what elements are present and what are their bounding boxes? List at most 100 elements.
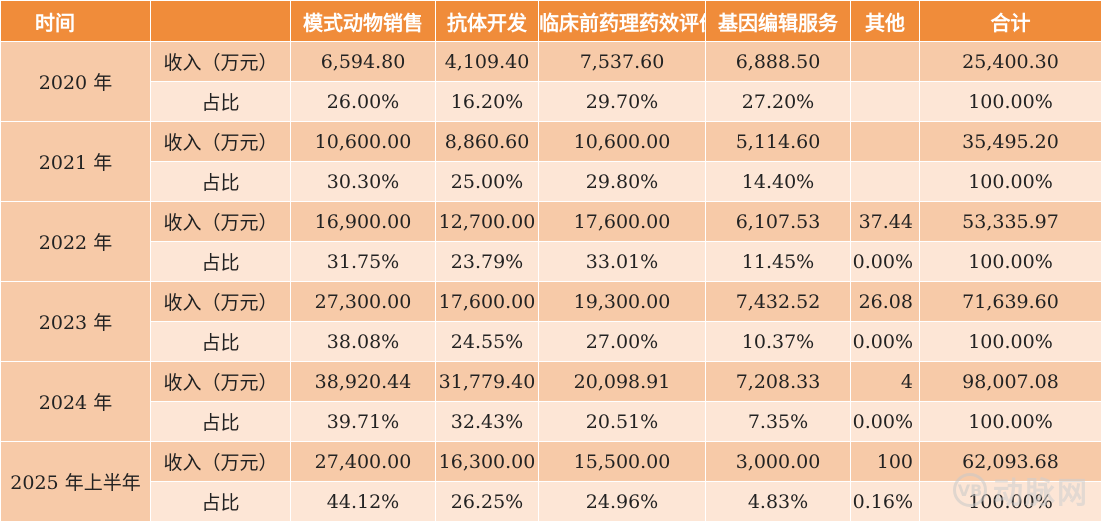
table-cell: 4.83% [705,481,851,522]
table-cell: 24.55% [435,321,539,362]
table-row: 占比 38.08% 24.55% 27.00% 10.37% 0.00% 100… [1,321,1101,362]
table-row: 占比 39.71% 32.43% 20.51% 7.35% 0.00% 100.… [1,401,1101,442]
table-cell: 0.00% [850,241,920,282]
table-cell: 26.25% [435,481,539,522]
table-cell: 16.20% [435,81,539,122]
table-row: 占比 31.75% 23.79% 33.01% 11.45% 0.00% 100… [1,241,1101,282]
table-cell: 30.30% [290,161,436,202]
table-cell: 98,007.08 [919,361,1101,402]
table-cell: 53,335.97 [919,201,1101,242]
header-blank [150,0,291,42]
table-cell: 38.08% [290,321,436,362]
table-cell: 100.00% [919,241,1101,282]
row-label-share: 占比 [150,241,291,282]
table-cell: 100.00% [919,481,1101,522]
table-cell [850,81,920,122]
table-row: 2021 年 收入（万元） 10,600.00 8,860.60 10,600.… [0,121,1101,202]
table-cell: 100 [850,441,920,482]
table-cell: 10,600.00 [538,121,706,162]
table-row: 2025 年上半年 收入（万元） 27,400.00 16,300.00 15,… [0,441,1101,522]
year-cell: 2020 年 [0,41,151,122]
table-row: 占比 44.12% 26.25% 24.96% 4.83% 0.16% 100.… [1,481,1101,522]
table-cell: 7,432.52 [705,281,851,322]
row-label-income: 收入（万元） [150,441,291,482]
header-animal-sales: 模式动物销售 [290,0,436,42]
row-label-income: 收入（万元） [150,201,291,242]
table-cell: 6,107.53 [705,201,851,242]
table-cell: 44.12% [290,481,436,522]
table-cell: 4,109.40 [435,41,539,82]
header-antibody: 抗体开发 [435,0,539,42]
table-cell: 62,093.68 [919,441,1101,482]
table-cell: 17,600.00 [538,201,706,242]
table-cell: 3,000.00 [705,441,851,482]
table-cell: 8,860.60 [435,121,539,162]
table-row: 2020 年 收入（万元） 6,594.80 4,109.40 7,537.60… [0,41,1101,122]
table-cell: 0.00% [850,401,920,442]
table-cell: 100.00% [919,161,1101,202]
table-cell: 4 [850,361,920,402]
table-cell: 0.00% [850,321,920,362]
table-cell: 27.20% [705,81,851,122]
row-label-income: 收入（万元） [150,281,291,322]
header-gene-editing: 基因编辑服务 [705,0,851,42]
year-cell: 2024 年 [0,361,151,442]
table-cell: 20,098.91 [538,361,706,402]
table-cell: 7,537.60 [538,41,706,82]
table-cell: 25,400.30 [919,41,1101,82]
row-label-income: 收入（万元） [150,121,291,162]
table-cell: 32.43% [435,401,539,442]
table-cell: 37.44 [850,201,920,242]
table-row: 2022 年 收入（万元） 16,900.00 12,700.00 17,600… [0,201,1101,282]
table-cell: 26.00% [290,81,436,122]
table-row: 占比 26.00% 16.20% 29.70% 27.20% 100.00% [1,81,1101,122]
table-cell: 10.37% [705,321,851,362]
table-cell: 17,600.00 [435,281,539,322]
header-time: 时间 [0,0,151,42]
table-cell: 19,300.00 [538,281,706,322]
table-cell: 27,400.00 [290,441,436,482]
year-cell: 2022 年 [0,201,151,282]
year-cell: 2025 年上半年 [0,441,151,522]
table-cell: 33.01% [538,241,706,282]
table-cell: 100.00% [919,401,1101,442]
row-label-share: 占比 [150,161,291,202]
year-cell: 2021 年 [0,121,151,202]
table-cell [850,161,920,202]
row-label-share: 占比 [150,81,291,122]
table-cell: 24.96% [538,481,706,522]
row-label-share: 占比 [150,481,291,522]
table-cell [850,121,920,162]
header-total: 合计 [919,0,1101,42]
row-label-income: 收入（万元） [150,361,291,402]
table-cell: 15,500.00 [538,441,706,482]
table-cell: 38,920.44 [290,361,436,402]
table-row: 2024 年 收入（万元） 38,920.44 31,779.40 20,098… [0,361,1101,442]
table-cell: 11.45% [705,241,851,282]
header-other: 其他 [850,0,920,42]
table-cell: 20.51% [538,401,706,442]
table-cell: 10,600.00 [290,121,436,162]
table-cell: 12,700.00 [435,201,539,242]
table-row: 占比 30.30% 25.00% 29.80% 14.40% 100.00% [1,161,1101,202]
table-cell: 14.40% [705,161,851,202]
table-cell: 35,495.20 [919,121,1101,162]
table-row: 2023 年 收入（万元） 27,300.00 17,600.00 19,300… [0,281,1101,362]
row-label-share: 占比 [150,321,291,362]
table-cell [850,41,920,82]
table-cell: 25.00% [435,161,539,202]
table-cell: 26.08 [850,281,920,322]
table-cell: 27.00% [538,321,706,362]
table-cell: 100.00% [919,81,1101,122]
table-cell: 23.79% [435,241,539,282]
table-cell: 16,900.00 [290,201,436,242]
table-cell: 31.75% [290,241,436,282]
row-label-income: 收入（万元） [150,41,291,82]
table-cell: 7,208.33 [705,361,851,402]
table-cell: 29.80% [538,161,706,202]
table-cell: 100.00% [919,321,1101,362]
table-cell: 6,594.80 [290,41,436,82]
table-cell: 39.71% [290,401,436,442]
table-cell: 27,300.00 [290,281,436,322]
table-cell: 5,114.60 [705,121,851,162]
